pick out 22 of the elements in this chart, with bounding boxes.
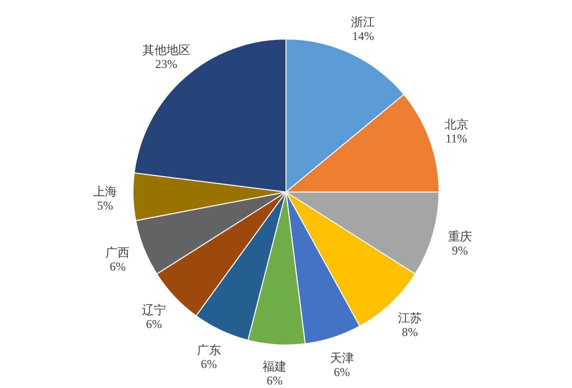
slice-label: 广西	[106, 246, 130, 260]
data-label: 5%	[97, 198, 114, 213]
slice-label: 江苏	[398, 310, 422, 325]
slice-label: 辽宁	[142, 302, 166, 317]
data-label: 6%	[146, 316, 162, 331]
slice-label: 重庆	[448, 229, 472, 244]
slice-label: 浙江	[351, 15, 376, 30]
data-label: 6%	[200, 356, 217, 371]
data-label: 14%	[352, 29, 374, 44]
slice-label: 广东	[196, 342, 221, 357]
data-label: 6%	[334, 365, 350, 380]
data-label: 23%	[155, 57, 178, 72]
data-label: 11%	[446, 132, 468, 146]
slice-label: 福建	[262, 360, 287, 374]
slice-label: 上海	[93, 184, 118, 199]
data-label: 8%	[402, 324, 418, 339]
slice-label: 其他地区	[142, 43, 190, 58]
data-label: 9%	[452, 243, 468, 258]
slice-label: 天津	[330, 351, 354, 366]
slice-label: 北京	[444, 118, 468, 132]
data-label: 6%	[110, 260, 126, 274]
data-label: 6%	[266, 374, 283, 388]
